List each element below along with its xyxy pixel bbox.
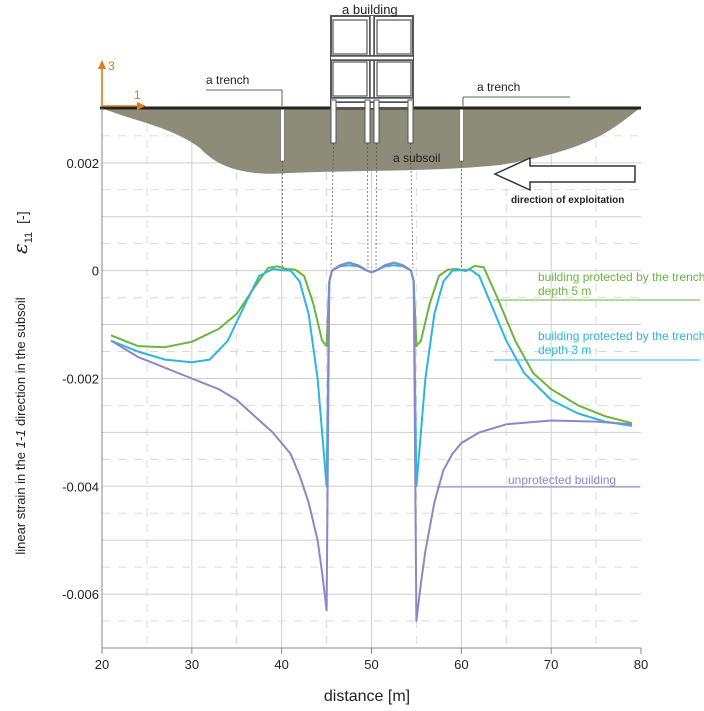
- grid: [102, 108, 641, 648]
- x-tick-label: 70: [544, 657, 558, 672]
- axis-1-label: 1: [134, 88, 141, 102]
- y-axis-symbol: ε11[-]: [8, 211, 35, 254]
- series-label-1: building protected by the trench: [538, 270, 704, 284]
- x-axis-title: distance [m]: [324, 688, 410, 705]
- x-tick-label: 60: [454, 657, 468, 672]
- y-tick-label: 0: [92, 264, 99, 279]
- y-tick-label: -0.004: [62, 479, 99, 494]
- series-label-3: unprotected building: [508, 473, 616, 487]
- series-label-1: depth 5 m: [538, 284, 591, 298]
- axis-3-label: 3: [108, 59, 115, 73]
- trench-right-label: a trench: [477, 80, 520, 94]
- projection-lines: [282, 142, 462, 269]
- subsoil-label: a subsoil: [393, 151, 440, 165]
- x-tick-label: 20: [95, 657, 109, 672]
- series-label-2: building protected by the trench: [538, 329, 704, 343]
- trench-right: [459, 107, 464, 162]
- y-axis-title: linear strain in the 1-1 direction in th…: [13, 297, 28, 554]
- trench-left: [280, 107, 285, 162]
- series-line-3: [110, 261, 633, 622]
- x-tick-label: 50: [364, 657, 378, 672]
- y-tick-label: -0.006: [62, 587, 99, 602]
- subsoil-shape: [102, 108, 640, 174]
- building-label: a building: [342, 2, 398, 17]
- y-tick-label: -0.002: [62, 371, 99, 386]
- local-axes: [98, 60, 146, 110]
- x-tick-label: 80: [634, 657, 648, 672]
- trench-left-label: a trench: [206, 73, 249, 87]
- building-schematic: a building a trench a trench a subsoil d…: [98, 2, 641, 269]
- x-tick-label: 30: [185, 657, 199, 672]
- y-tick-label: 0.002: [66, 156, 99, 171]
- x-tick-label: 40: [274, 657, 288, 672]
- building-frame: [330, 15, 414, 144]
- exploitation-arrow: [493, 156, 636, 192]
- exploitation-label: direction of exploitation: [511, 195, 624, 206]
- series-label-2: depth 3 m: [538, 343, 591, 357]
- axes: 20 30 40 50 60 70 80 0.002 0 -0.002 -0.004 -0.006: [62, 108, 648, 672]
- series-lines: [110, 261, 633, 622]
